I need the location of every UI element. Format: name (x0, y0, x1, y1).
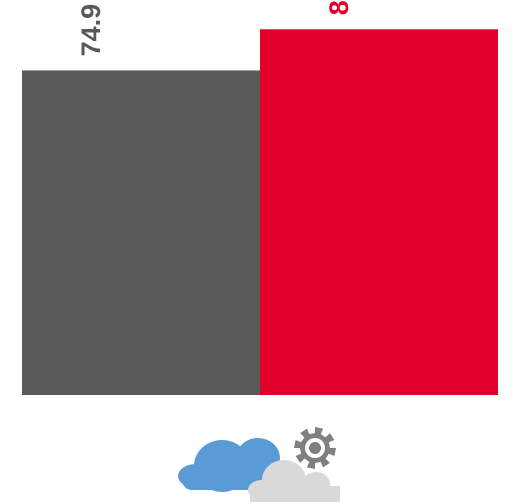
value-label-1: 74.9 (76, 4, 106, 57)
bar-2 (260, 29, 498, 396)
bar-1 (22, 70, 260, 395)
bars-group (22, 29, 498, 396)
value-labels-group: 74.9 84.4 (76, 0, 354, 56)
gray-cloud-icon (248, 460, 340, 502)
value-label-2: 84.4 (324, 0, 354, 15)
cloud-gear-icon (178, 427, 340, 502)
gear-icon (294, 427, 336, 469)
bar-chart: 74.9 84.4 (22, 0, 498, 396)
